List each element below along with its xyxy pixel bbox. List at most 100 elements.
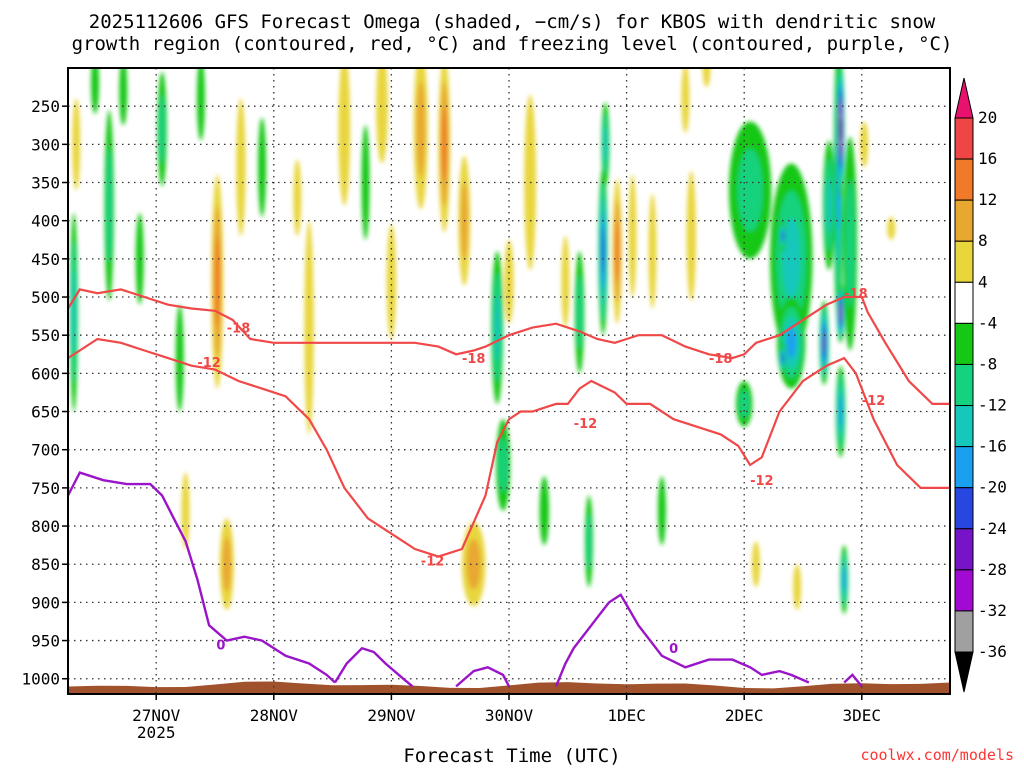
x-tick-label-28NOV: 28NOV (250, 706, 299, 725)
omega-blob-56-1 (845, 179, 855, 308)
freezing-label-0: 0 (216, 638, 225, 653)
colorbar-label-12: 12 (978, 190, 997, 209)
omega-blob-18-0 (376, 68, 388, 164)
omega-field (69, 68, 896, 614)
colorbar-label--24: -24 (978, 519, 1007, 538)
dendritic-label-1-1: -12 (421, 554, 445, 569)
x-tick-label-3DEC: 3DEC (843, 706, 882, 725)
omega-blob-32-4 (601, 228, 605, 275)
colorbar-band-10 (954, 487, 974, 530)
colorbar-label-8: 8 (978, 231, 988, 250)
y-tick-label-350: 350 (31, 174, 60, 193)
x-tick-label-29NOV: 29NOV (367, 706, 416, 725)
y-tick-label-950: 950 (31, 632, 60, 651)
y-tick-label-550: 550 (31, 326, 60, 345)
omega-blob-55-3 (842, 568, 846, 591)
omega-blob-37-0 (657, 476, 666, 546)
temperature-contours: -18 -18 -18 -18 -12 -12 -12 -12 -12 0 0 (68, 287, 950, 688)
colorbar-band-3 (954, 199, 974, 242)
omega-blob-14-0 (293, 159, 302, 236)
omega-blob-43-0 (751, 541, 760, 588)
y-tick-label-750: 750 (31, 479, 60, 498)
colorbar-band-12 (954, 569, 974, 612)
dendritic-label-1-0: -12 (197, 356, 221, 371)
omega-blob-45-3 (786, 327, 796, 359)
x-tick-label-2DEC: 2DEC (725, 706, 764, 725)
y-tick-label-1000: 1000 (21, 670, 60, 689)
dendritic-label-1-2: -12 (574, 417, 598, 432)
dendritic-label-0-1: -18 (462, 352, 486, 367)
x-tick-label-1DEC: 1DEC (607, 706, 646, 725)
colorbar-band-7 (954, 363, 974, 407)
axis-ticks: 250 300 350 400 450 500 550 600 650 700 750 800 850 9… (21, 97, 881, 742)
omega-blob-15-0 (304, 220, 314, 435)
dendritic-label-0-0: -18 (227, 322, 251, 337)
omega-blob-41-1 (737, 148, 763, 232)
omega-blob-42-1 (739, 390, 750, 418)
omega-blob-16-0 (338, 68, 351, 206)
omega-blob-31-1 (586, 513, 592, 569)
omega-blob-20-1 (416, 80, 426, 178)
y-tick-label-300: 300 (31, 135, 60, 154)
colorbar-label-16: 16 (978, 149, 997, 168)
y-tick-label-900: 900 (31, 593, 60, 612)
colorbar: 20 16 12 8 4 -4 -8 -12 -16 -20 -24 -28 -32 -36 (954, 77, 1007, 693)
dendritic-label-0-3: -18 (844, 287, 868, 302)
x-tick-sublabel-27NOV: 2025 (137, 723, 176, 742)
freezing-level-segment-1 (333, 646, 414, 688)
omega-blob-13-0 (258, 117, 267, 217)
x-tick-label-27NOV: 27NOV (132, 706, 181, 725)
x-tick-label-30NOV: 30NOV (485, 706, 534, 725)
freezing-level-segment-2 (455, 666, 511, 688)
omega-blob-0-2 (72, 269, 76, 355)
omega-blob-46-4 (781, 231, 785, 241)
freezing-level-segment-0 (68, 471, 336, 684)
chart-title-line-2: growth region (contoured, red, °C) and f… (71, 33, 953, 55)
omega-blob-34-2 (615, 220, 620, 283)
omega-blob-33-2 (603, 126, 608, 163)
dendritic-contour--12 (68, 337, 950, 558)
y-tick-label-600: 600 (31, 364, 60, 383)
freezing-level-segment-3 (554, 593, 810, 687)
omega-blob-40-0 (702, 68, 711, 88)
chart-title-line-1: 2025112606 GFS Forecast Omega (shaded, −… (88, 11, 936, 33)
dendritic-label-0-2: -18 (709, 352, 733, 367)
colorbar-label--12: -12 (978, 396, 1007, 415)
colorbar-label--8: -8 (978, 354, 997, 373)
colorbar-band-8 (954, 405, 974, 448)
y-tick-label-700: 700 (31, 441, 60, 460)
colorbar-band-13 (954, 610, 974, 653)
x-axis-label: Forecast Time (UTC) (403, 745, 621, 767)
colorbar-label--16: -16 (978, 437, 1007, 456)
colorbar-band-2 (954, 158, 974, 201)
omega-blob-35-0 (628, 174, 637, 298)
colorbar-band-9 (954, 446, 974, 489)
omega-blob-25-1 (498, 437, 508, 493)
omega-blob-19-0 (386, 224, 397, 340)
omega-blob-36-0 (648, 193, 657, 309)
omega-blob-53-6 (839, 306, 842, 319)
colorbar-top-arrow (954, 77, 974, 119)
freezing-label-1: 0 (669, 642, 678, 657)
omega-blob-12-0 (236, 98, 246, 236)
colorbar-label--36: -36 (978, 642, 1007, 661)
omega-blob-52-8 (840, 118, 842, 140)
omega-blob-23-1 (466, 539, 481, 590)
omega-blob-50-2 (826, 177, 832, 234)
omega-blob-7-0 (175, 304, 184, 412)
y-tick-label-450: 450 (31, 250, 60, 269)
omega-blob-2-0 (91, 68, 100, 114)
colorbar-band-1 (954, 117, 974, 160)
dendritic-contour--18 (68, 288, 950, 405)
colorbar-label--32: -32 (978, 601, 1007, 620)
omega-blob-57-0 (860, 121, 869, 168)
y-tick-label-400: 400 (31, 212, 60, 231)
credit-text: coolwx.com/models (860, 746, 1014, 764)
colorbar-band-5 (954, 281, 974, 324)
omega-blob-8-0 (181, 472, 190, 549)
omega-blob-54-3 (839, 396, 843, 427)
colorbar-band-6 (954, 322, 974, 365)
y-tick-label-850: 850 (31, 555, 60, 574)
omega-blob-11-1 (222, 536, 231, 592)
